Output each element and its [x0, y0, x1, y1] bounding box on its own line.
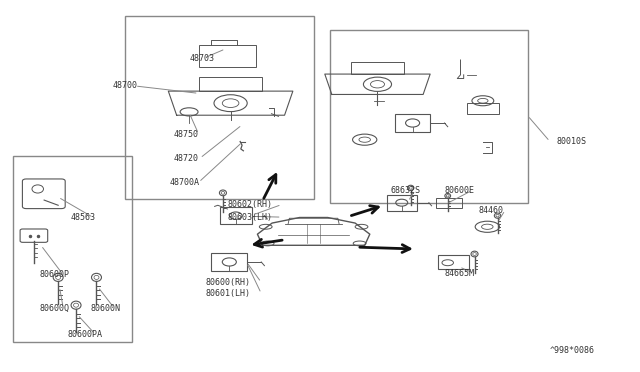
Bar [436, 198, 462, 208]
Text: 48750: 48750 [173, 129, 198, 139]
Bar [198, 45, 256, 67]
Text: 48563: 48563 [71, 213, 96, 222]
Text: 80600(RH): 80600(RH) [205, 278, 250, 287]
Bar [438, 254, 468, 269]
Text: 48720: 48720 [173, 154, 198, 163]
Text: 80600N: 80600N [90, 304, 120, 313]
Bar [387, 195, 417, 211]
Bar [220, 207, 252, 224]
Text: 80602(RH): 80602(RH) [227, 200, 273, 209]
Text: 84460: 84460 [478, 206, 504, 215]
Bar [199, 77, 262, 91]
Text: 80600E: 80600E [445, 186, 474, 195]
Text: ^998*0086: ^998*0086 [550, 346, 595, 355]
Text: 84665M: 84665M [445, 269, 474, 278]
Text: 80600P: 80600P [39, 270, 69, 279]
Text: 80603(LH): 80603(LH) [227, 213, 273, 222]
Bar [211, 253, 247, 271]
Text: 48703: 48703 [189, 54, 214, 62]
Text: 48700: 48700 [113, 81, 138, 90]
Bar [395, 114, 431, 132]
Text: 80010S: 80010S [556, 137, 586, 146]
Text: 68632S: 68632S [390, 186, 420, 195]
Text: 48700A: 48700A [170, 178, 200, 187]
Bar [13, 156, 132, 341]
Bar [330, 31, 527, 203]
Text: 80600Q: 80600Q [39, 304, 69, 313]
Bar [351, 62, 404, 74]
Text: 80601(LH): 80601(LH) [205, 289, 250, 298]
Bar [467, 103, 499, 114]
Bar [125, 16, 314, 199]
Text: 80600PA: 80600PA [68, 330, 103, 339]
